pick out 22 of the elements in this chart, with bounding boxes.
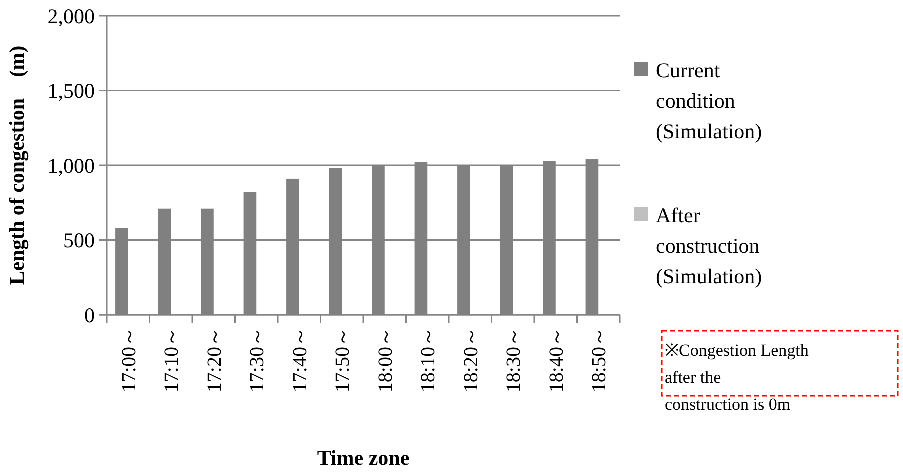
x-tick-label: 18:20～ [460,327,482,393]
x-tick-label: 18:30～ [503,327,526,393]
x-tick-label: 17:20～ [204,327,226,393]
x-tick-label: 18:50～ [588,327,611,393]
x-tick-label: 17:30～ [246,327,269,393]
y-axis-title: Length of congestion (m) [5,46,29,286]
y-tick-label: 2,000 [48,4,95,28]
y-tick-label: 500 [64,228,95,253]
y-tick-label: 1,500 [48,79,95,104]
x-tick-label: 18:00～ [374,327,397,393]
text: ※Congestion Length after the construction is 0m [665,341,810,414]
x-tick-label: 18:10～ [418,327,440,393]
x-axis-title: Time zone [317,446,410,470]
x-tick-label: 17:40～ [289,327,312,393]
x-tick-label: 17:50～ [332,327,354,393]
legend-label: After construction (Simulation) [656,203,762,288]
x-tick-label: 17:00～ [118,327,140,393]
y-tick-label: 0 [84,303,95,328]
y-tick-label: 1,000 [48,154,95,178]
x-tick-label: 17:10～ [161,327,184,393]
legend-label: Current condition (Simulation) [656,58,762,144]
x-tick-label: 18:40～ [546,327,568,393]
